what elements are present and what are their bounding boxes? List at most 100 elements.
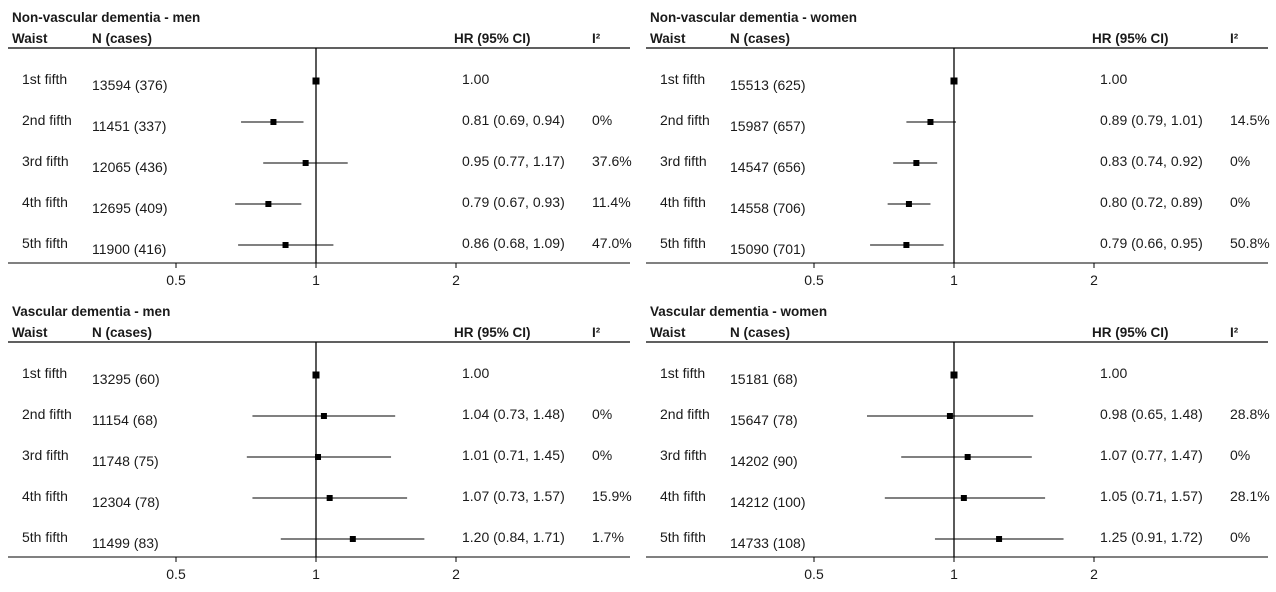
hr-point <box>265 201 272 207</box>
row-waist-label: 5th fifth <box>660 529 706 545</box>
hr-point <box>950 371 958 379</box>
hr-point <box>927 119 934 125</box>
row-hr-ci: 1.07 (0.77, 1.47) <box>1100 447 1203 463</box>
row-i2: 15.9% <box>592 488 632 504</box>
row-waist-label: 1st fifth <box>22 71 68 87</box>
row-n-cases: 15181 (68) <box>730 371 798 387</box>
hr-point <box>950 77 958 85</box>
row-i2: 0% <box>1230 529 1251 545</box>
row-hr-ci: 1.01 (0.71, 1.45) <box>462 447 565 463</box>
header-hr-ci: HR (95% CI) <box>1092 325 1169 340</box>
row-hr-ci: 1.04 (0.73, 1.48) <box>462 406 565 422</box>
row-hr-ci: 0.86 (0.68, 1.09) <box>462 235 565 251</box>
panel-title: Vascular dementia - men <box>12 304 171 319</box>
x-tick-label: 1 <box>950 566 958 582</box>
row-i2: 11.4% <box>592 194 631 210</box>
row-i2: 37.6% <box>592 153 632 169</box>
row-n-cases: 15090 (701) <box>730 241 806 257</box>
header-i2: I² <box>592 325 601 340</box>
hr-point <box>312 77 320 85</box>
panel-title: Vascular dementia - women <box>650 304 828 319</box>
row-i2: 47.0% <box>592 235 632 251</box>
row-waist-label: 2nd fifth <box>660 112 710 128</box>
row-hr-ci: 0.79 (0.66, 0.95) <box>1100 235 1203 251</box>
hr-point <box>964 454 971 460</box>
hr-point <box>282 242 289 248</box>
forest-panel: Non-vascular dementia - women Waist N (cas… <box>638 8 1270 298</box>
row-i2: 0% <box>1230 447 1251 463</box>
row-waist-label: 4th fifth <box>22 488 68 504</box>
header-waist: Waist <box>650 31 686 46</box>
hr-point <box>996 536 1003 542</box>
row-hr-ci: 1.05 (0.71, 1.57) <box>1100 488 1203 504</box>
x-tick-label: 2 <box>1090 566 1098 582</box>
row-i2: 0% <box>1230 153 1251 169</box>
row-n-cases: 12065 (436) <box>92 159 168 175</box>
row-hr-ci: 0.80 (0.72, 0.89) <box>1100 194 1203 210</box>
hr-point <box>312 371 320 379</box>
row-hr-ci: 0.79 (0.67, 0.93) <box>462 194 565 210</box>
row-waist-label: 2nd fifth <box>22 406 72 422</box>
header-hr-ci: HR (95% CI) <box>454 325 531 340</box>
hr-point <box>903 242 910 248</box>
header-n-cases: N (cases) <box>730 325 791 340</box>
x-tick-label: 2 <box>1090 272 1098 288</box>
row-i2: 0% <box>1230 194 1251 210</box>
forest-panel: Non-vascular dementia - men Waist N (cases… <box>0 8 632 298</box>
row-waist-label: 4th fifth <box>660 194 706 210</box>
hr-point <box>270 119 277 125</box>
row-waist-label: 5th fifth <box>660 235 706 251</box>
row-n-cases: 14733 (108) <box>730 535 806 551</box>
row-i2: 0% <box>592 112 613 128</box>
x-tick-label: 0.5 <box>804 566 824 582</box>
row-n-cases: 11900 (416) <box>92 241 167 257</box>
row-waist-label: 1st fifth <box>660 71 706 87</box>
panel-title: Non-vascular dementia - men <box>12 10 201 25</box>
row-waist-label: 1st fifth <box>660 365 706 381</box>
forest-panel: Vascular dementia - men Waist N (cases) HR … <box>0 302 632 592</box>
x-tick-label: 0.5 <box>166 272 186 288</box>
header-i2: I² <box>592 31 601 46</box>
row-i2: 0% <box>592 406 613 422</box>
row-n-cases: 14202 (90) <box>730 453 798 469</box>
row-n-cases: 12304 (78) <box>92 494 160 510</box>
row-n-cases: 11499 (83) <box>92 535 159 551</box>
hr-point <box>326 495 333 501</box>
hr-point <box>913 160 920 166</box>
row-waist-label: 5th fifth <box>22 529 68 545</box>
row-n-cases: 11748 (75) <box>92 453 159 469</box>
header-hr-ci: HR (95% CI) <box>1092 31 1169 46</box>
header-n-cases: N (cases) <box>730 31 791 46</box>
hr-point <box>315 454 322 460</box>
row-waist-label: 2nd fifth <box>660 406 710 422</box>
hr-point <box>905 201 912 207</box>
header-hr-ci: HR (95% CI) <box>454 31 531 46</box>
row-waist-label: 3rd fifth <box>22 153 69 169</box>
row-i2: 14.5% <box>1230 112 1270 128</box>
x-tick-label: 1 <box>312 272 320 288</box>
row-n-cases: 14547 (656) <box>730 159 806 175</box>
row-waist-label: 2nd fifth <box>22 112 72 128</box>
row-i2: 1.7% <box>592 529 624 545</box>
row-hr-ci: 1.25 (0.91, 1.72) <box>1100 529 1203 545</box>
x-tick-label: 0.5 <box>166 566 186 582</box>
row-hr-ci: 1.00 <box>1100 71 1128 87</box>
row-n-cases: 15987 (657) <box>730 118 806 134</box>
row-hr-ci: 1.20 (0.84, 1.71) <box>462 529 565 545</box>
row-n-cases: 13594 (376) <box>92 77 168 93</box>
header-i2: I² <box>1230 325 1239 340</box>
row-hr-ci: 0.95 (0.77, 1.17) <box>462 153 565 169</box>
hr-point <box>302 160 309 166</box>
row-hr-ci: 0.89 (0.79, 1.01) <box>1100 112 1203 128</box>
header-n-cases: N (cases) <box>92 31 153 46</box>
row-n-cases: 11154 (68) <box>92 412 158 428</box>
row-n-cases: 15513 (625) <box>730 77 806 93</box>
row-waist-label: 4th fifth <box>22 194 68 210</box>
row-hr-ci: 1.00 <box>462 365 490 381</box>
header-waist: Waist <box>12 31 48 46</box>
row-hr-ci: 1.00 <box>1100 365 1128 381</box>
row-i2: 28.1% <box>1230 488 1270 504</box>
hr-point <box>946 413 953 419</box>
row-waist-label: 3rd fifth <box>660 447 707 463</box>
row-n-cases: 12695 (409) <box>92 200 168 216</box>
